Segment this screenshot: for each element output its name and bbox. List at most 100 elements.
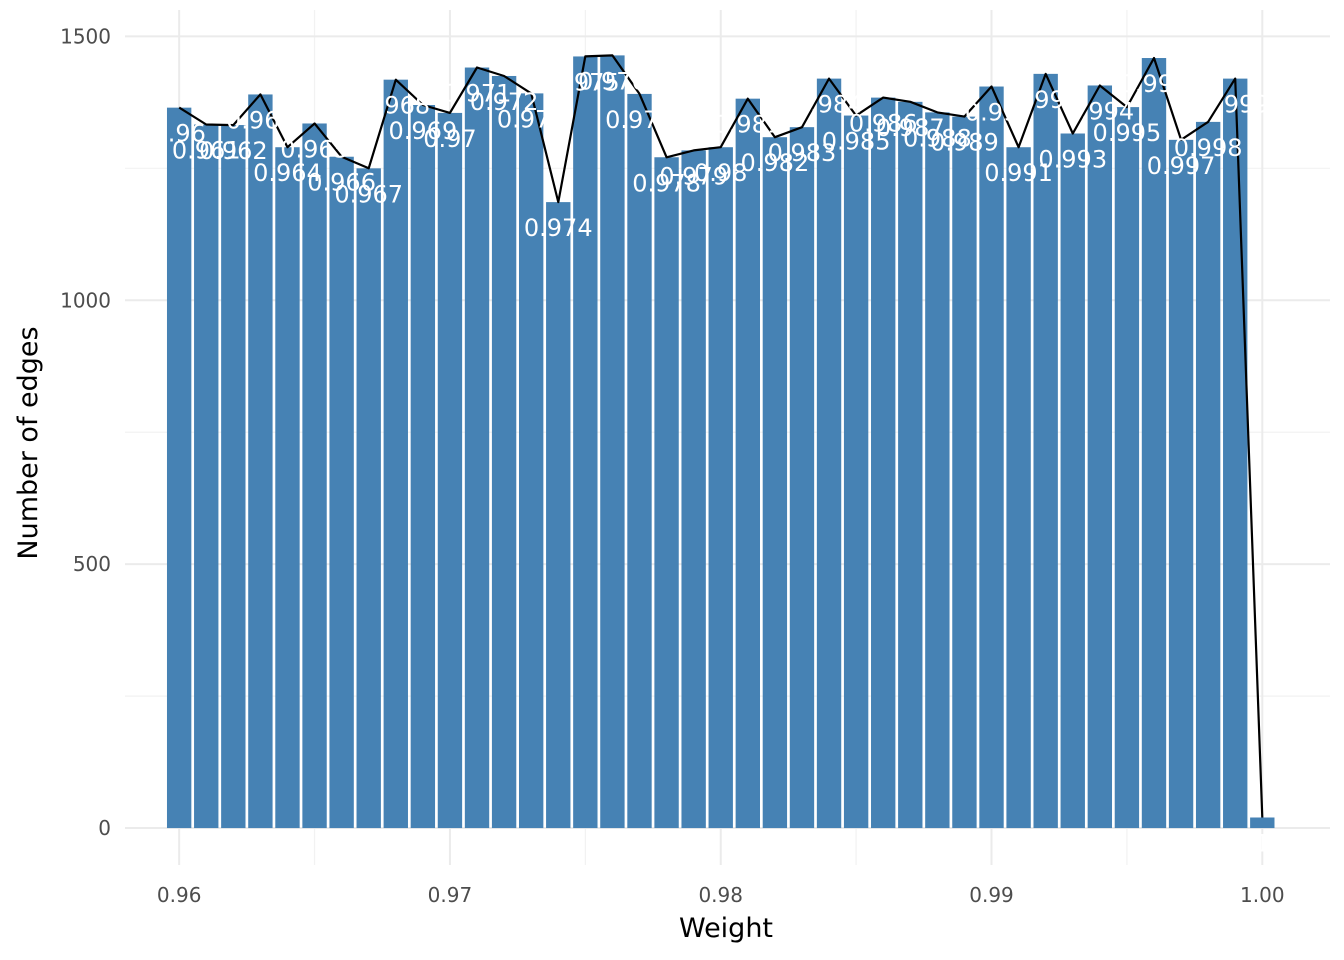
- x-tick-label: 0.98: [698, 883, 743, 907]
- bar: [275, 147, 300, 829]
- data-label: 0.98: [694, 159, 747, 187]
- x-tick-label: 1.00: [1240, 883, 1285, 907]
- bar: [1006, 147, 1031, 829]
- data-label: 0.97: [423, 125, 476, 153]
- data-label: 0.983: [768, 139, 837, 167]
- bar: [1141, 58, 1167, 829]
- data-label: 0.982: [741, 149, 810, 177]
- data-label: 0.992: [1011, 86, 1080, 114]
- bar: [654, 157, 679, 829]
- data-label: 0.964: [253, 159, 322, 187]
- data-label: 0.997: [1147, 152, 1216, 180]
- bar: [816, 78, 842, 829]
- y-axis-title: Number of edges: [13, 326, 44, 559]
- line-series: [178, 54, 1264, 818]
- data-label: 0.979: [659, 162, 728, 190]
- bar: [437, 112, 463, 829]
- data-label: 0.993: [1038, 146, 1107, 174]
- bar: [952, 116, 977, 829]
- bar: [248, 94, 273, 829]
- data-label: 0.963: [226, 106, 295, 134]
- bar: [789, 127, 815, 829]
- data-label: 0.973: [497, 105, 566, 133]
- data-label: 0.987: [876, 114, 945, 142]
- bar: [221, 125, 246, 829]
- bar: [1168, 139, 1194, 829]
- bar: [600, 55, 625, 829]
- data-label: 0.99: [965, 99, 1018, 127]
- bar: [302, 123, 327, 829]
- bar: [166, 107, 192, 829]
- y-tick-label: 1000: [60, 288, 111, 312]
- data-label: 0.974: [524, 214, 593, 242]
- data-label: 0.981: [713, 111, 782, 139]
- data-label: 0.978: [632, 169, 701, 197]
- data-label: 0.988: [903, 124, 972, 152]
- data-label: 0.969: [389, 117, 458, 145]
- bar-series: [166, 55, 1275, 829]
- bar: [1114, 107, 1140, 829]
- bar: [1195, 121, 1221, 829]
- data-label: 0.999: [1201, 91, 1270, 119]
- y-tick-label: 1500: [60, 24, 111, 48]
- bar: [546, 202, 571, 829]
- bar: [194, 124, 219, 829]
- x-axis-title: Weight: [679, 913, 773, 944]
- bar: [1060, 133, 1085, 829]
- bar: [410, 105, 436, 829]
- bar: [1087, 85, 1113, 829]
- x-tick-label: 0.97: [428, 883, 473, 907]
- data-label: 0.996: [1120, 70, 1189, 98]
- data-label: 0.972: [470, 88, 539, 116]
- series-line: [178, 54, 1264, 818]
- bar: [681, 150, 706, 829]
- data-label: 0.995: [1093, 119, 1162, 147]
- bar: [1250, 817, 1275, 829]
- x-tick-label: 0.99: [969, 883, 1014, 907]
- y-axis-ticks: 0 500 1000 1500: [60, 24, 111, 840]
- bar: [573, 56, 598, 829]
- data-label: 0.965: [280, 135, 349, 163]
- data-label: 0.994: [1065, 97, 1134, 125]
- data-label: 0.968: [361, 92, 430, 120]
- bar: [979, 86, 1004, 829]
- data-label: 0.971: [443, 80, 512, 108]
- data-label: 0.977: [605, 106, 674, 134]
- bar: [925, 112, 950, 829]
- bar: [708, 147, 733, 829]
- data-label: 0.986: [849, 110, 918, 138]
- data-label: 1: [1255, 830, 1270, 858]
- bar: [383, 79, 408, 829]
- data-label: 0.998: [1174, 134, 1243, 162]
- bar: [735, 98, 760, 829]
- bar: [762, 137, 788, 829]
- data-label: 0.966: [307, 169, 376, 197]
- data-label: 0.989: [930, 129, 999, 157]
- bar: [898, 101, 923, 829]
- data-label: 0.984: [795, 91, 864, 119]
- bar: [329, 156, 354, 829]
- data-label: 0.961: [172, 137, 241, 165]
- bar: [464, 67, 490, 829]
- bar: [627, 93, 652, 829]
- data-label: 0.96: [152, 120, 205, 148]
- bar: [356, 168, 381, 829]
- bar: [518, 93, 544, 829]
- bar: [843, 115, 869, 829]
- y-tick-label: 500: [73, 552, 111, 576]
- data-label: 0.962: [199, 137, 268, 165]
- data-label: 0.976: [578, 67, 647, 95]
- y-tick-label: 0: [98, 816, 111, 840]
- x-tick-label: 0.96: [157, 883, 202, 907]
- bar: [1033, 73, 1058, 829]
- x-axis-ticks: 0.96 0.97 0.98 0.99 1.00: [157, 883, 1285, 907]
- bar: [1223, 78, 1248, 829]
- bar: [491, 75, 517, 829]
- data-label: 0.985: [822, 128, 891, 156]
- data-label: 0.967: [334, 180, 403, 208]
- bar: [871, 97, 896, 829]
- data-label: 0.991: [984, 159, 1053, 187]
- data-label: 0.975: [551, 68, 620, 96]
